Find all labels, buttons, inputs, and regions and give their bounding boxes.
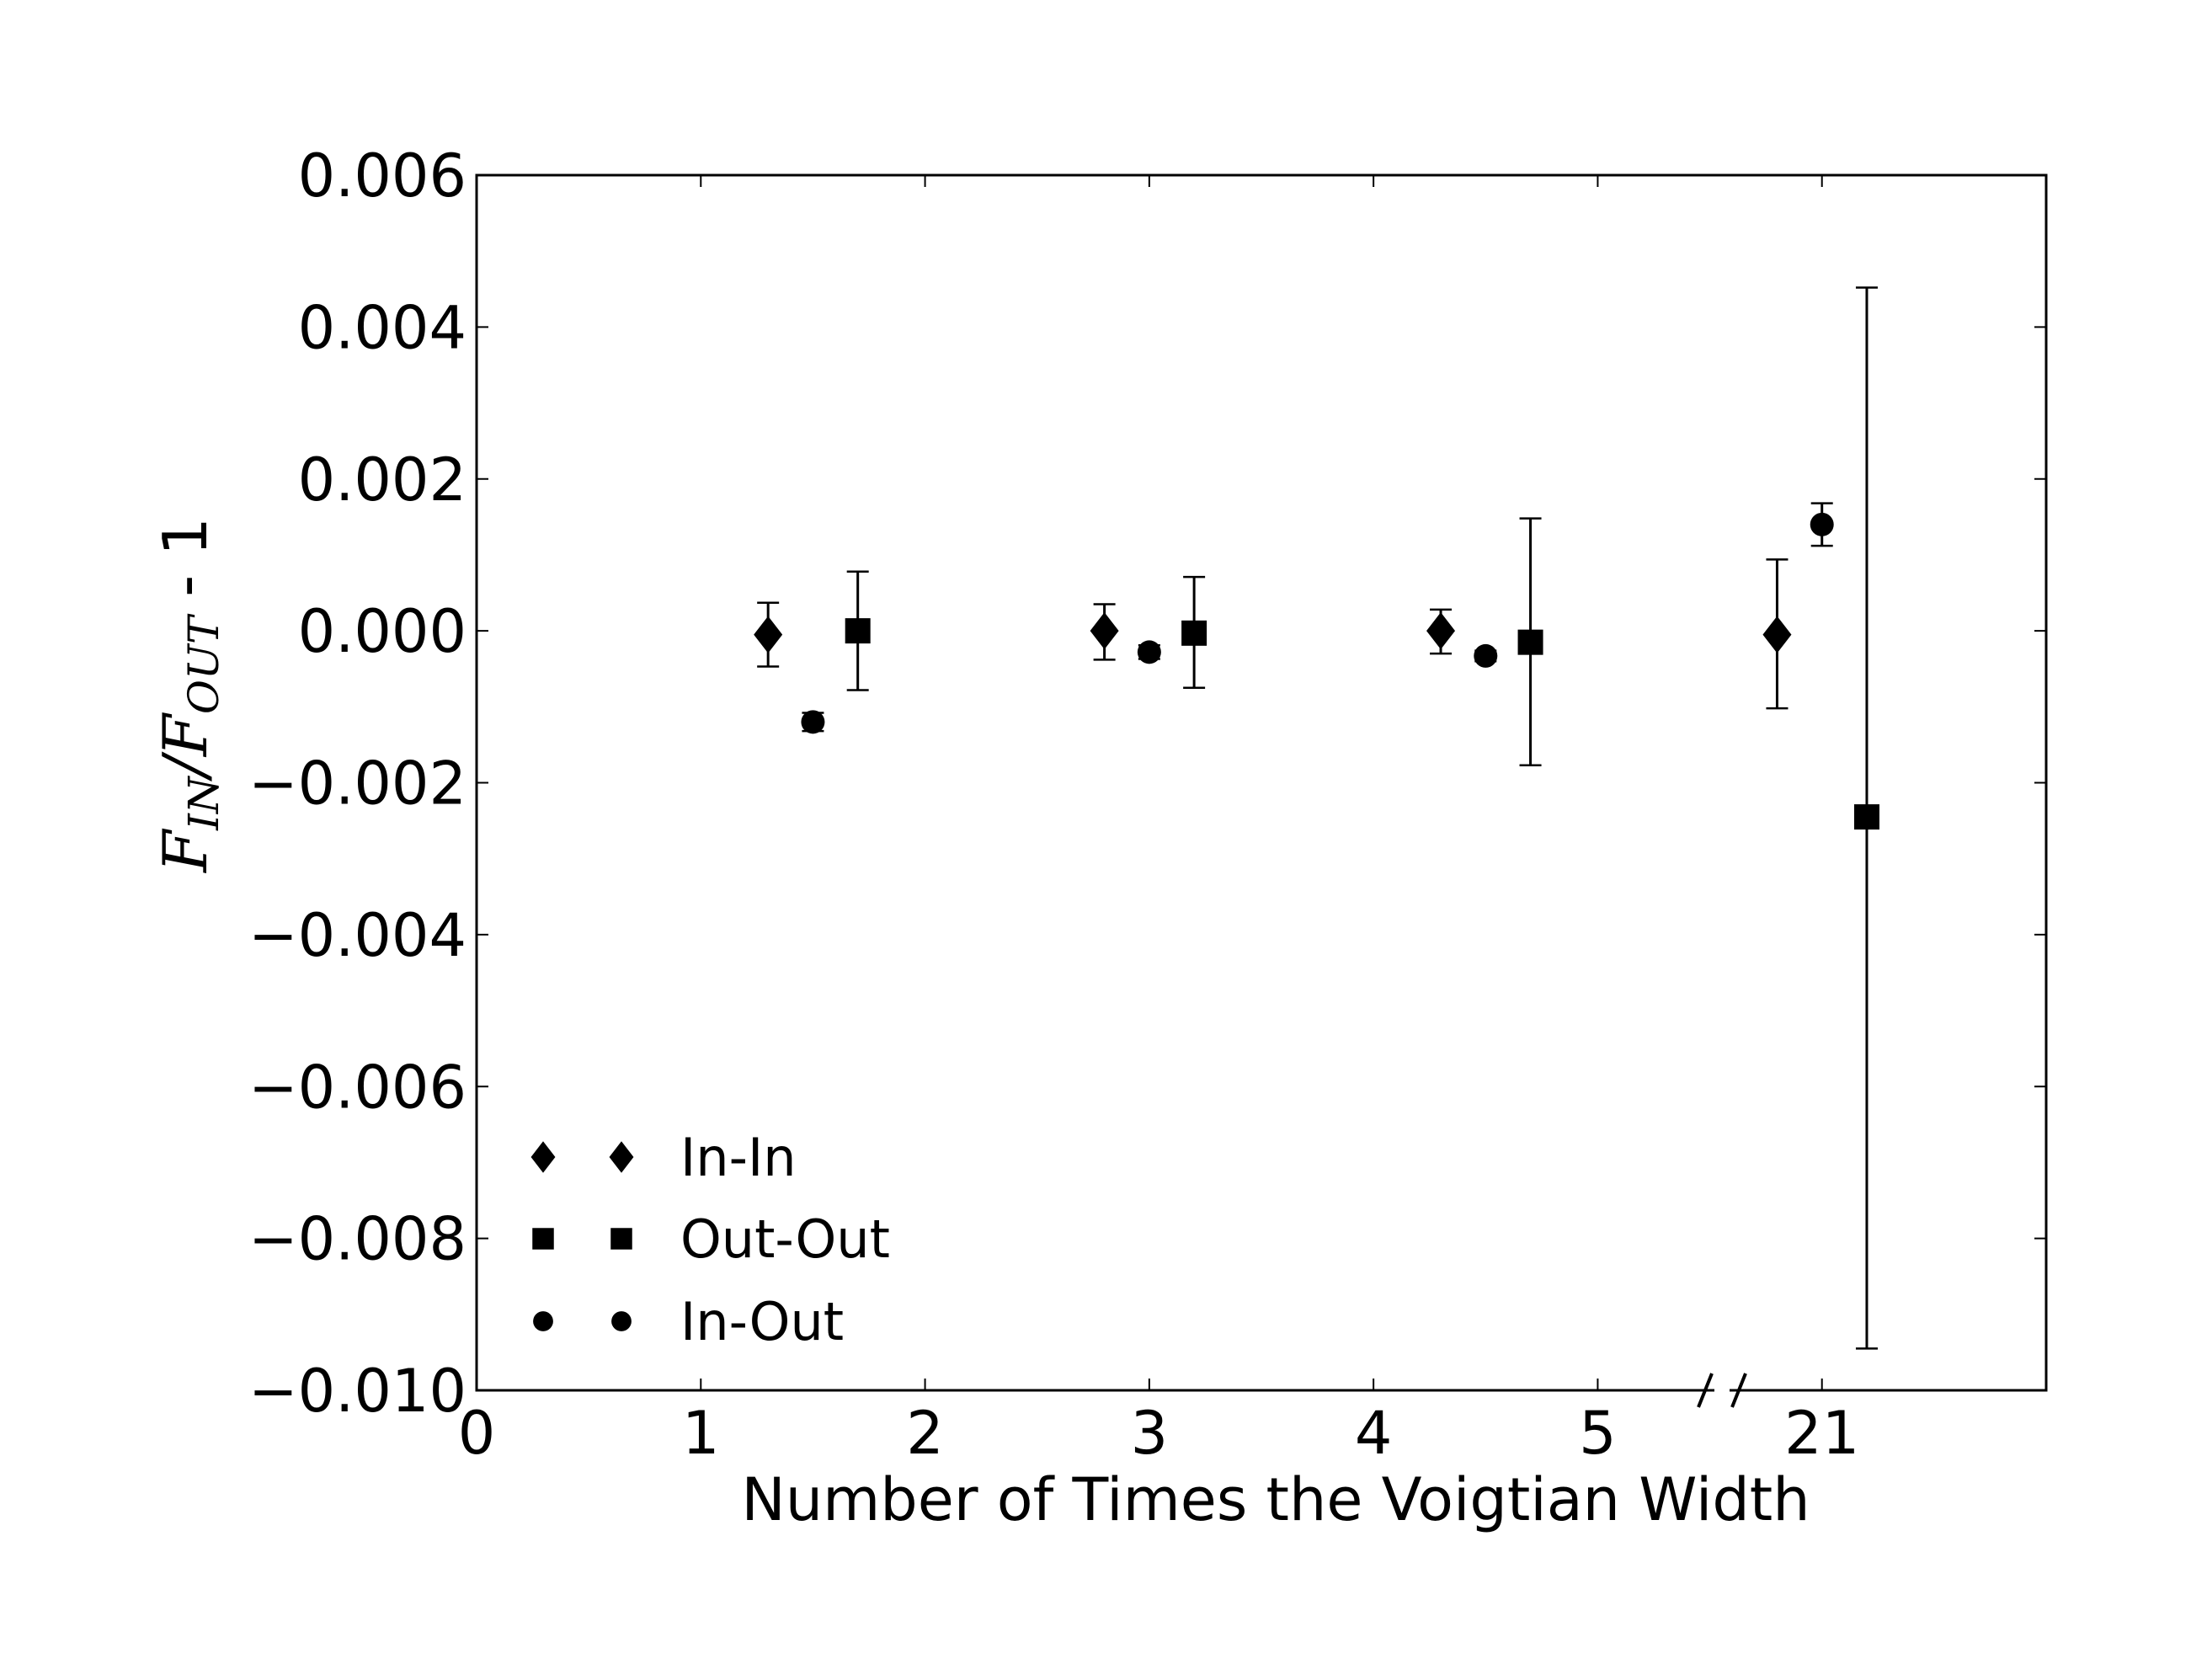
- legend-marker-in-in: [530, 1141, 556, 1173]
- y-label-sub-in: IN: [179, 775, 228, 831]
- axis-break-mark: [1697, 1373, 1714, 1408]
- legend-label-out-out: Out-Out: [680, 1208, 890, 1270]
- data-point-in-out: [1137, 640, 1161, 664]
- legend-marker-out-out: [532, 1228, 554, 1250]
- y-tick-label: −0.008: [248, 1205, 466, 1274]
- x-tick-label: 21: [1784, 1399, 1859, 1468]
- data-point-in-out: [801, 710, 825, 734]
- data-marks: [754, 286, 1879, 1350]
- data-point-in-out: [1474, 643, 1498, 668]
- y-tick-label: 0.006: [298, 141, 466, 211]
- data-point-in-out: [1810, 512, 1834, 536]
- y-axis: 0.006 0.004 0.002 0.000 −0.002 −0.004 −0.006 −0…: [248, 141, 2046, 1426]
- y-tick-label: −0.002: [248, 749, 466, 819]
- y-label-suffix: - 1: [150, 517, 221, 616]
- data-point-in-in: [1090, 612, 1119, 650]
- data-point-out-out: [1853, 804, 1879, 830]
- y-tick-label: −0.004: [248, 901, 466, 970]
- legend-label-in-out: In-Out: [680, 1291, 844, 1352]
- y-label-f-out: F: [150, 712, 221, 758]
- legend-marker-out-out: [610, 1228, 632, 1250]
- x-tick-label: 1: [682, 1399, 720, 1468]
- legend-label-in-in: In-In: [680, 1127, 797, 1188]
- data-point-in-in: [754, 616, 783, 653]
- data-point-in-in: [1762, 616, 1792, 653]
- x-axis-title: Number of Times the Voigtian Width: [741, 1465, 1810, 1534]
- data-point-out-out: [1181, 620, 1207, 646]
- x-tick-label: 5: [1579, 1399, 1617, 1468]
- x-axis: 0 1 2 3 4 5 21: [458, 175, 1859, 1468]
- y-tick-label: −0.006: [248, 1053, 466, 1122]
- x-tick-label: 4: [1355, 1399, 1393, 1468]
- y-label-f-in: F: [150, 828, 221, 874]
- y-axis-title: FIN/FOUT - 1: [150, 517, 228, 874]
- x-tick-label: 0: [458, 1399, 496, 1468]
- y-label-sub-out: OUT: [179, 613, 228, 714]
- legend-marker-in-in: [609, 1141, 634, 1173]
- x-tick-label: 2: [906, 1399, 944, 1468]
- y-tick-label: 0.002: [298, 445, 466, 515]
- data-point-in-in: [1426, 612, 1456, 650]
- legend: In-In Out-Out In-Out: [530, 1127, 890, 1352]
- data-point-out-out: [845, 618, 871, 644]
- y-tick-label: 0.004: [298, 293, 466, 362]
- y-tick-label: 0.000: [298, 597, 466, 666]
- legend-marker-in-out: [533, 1311, 553, 1331]
- data-point-out-out: [1517, 629, 1543, 655]
- y-tick-label: −0.010: [248, 1357, 466, 1426]
- x-tick-label: 3: [1131, 1399, 1169, 1468]
- axis-break-mark: [1730, 1373, 1747, 1408]
- legend-marker-in-out: [611, 1311, 632, 1331]
